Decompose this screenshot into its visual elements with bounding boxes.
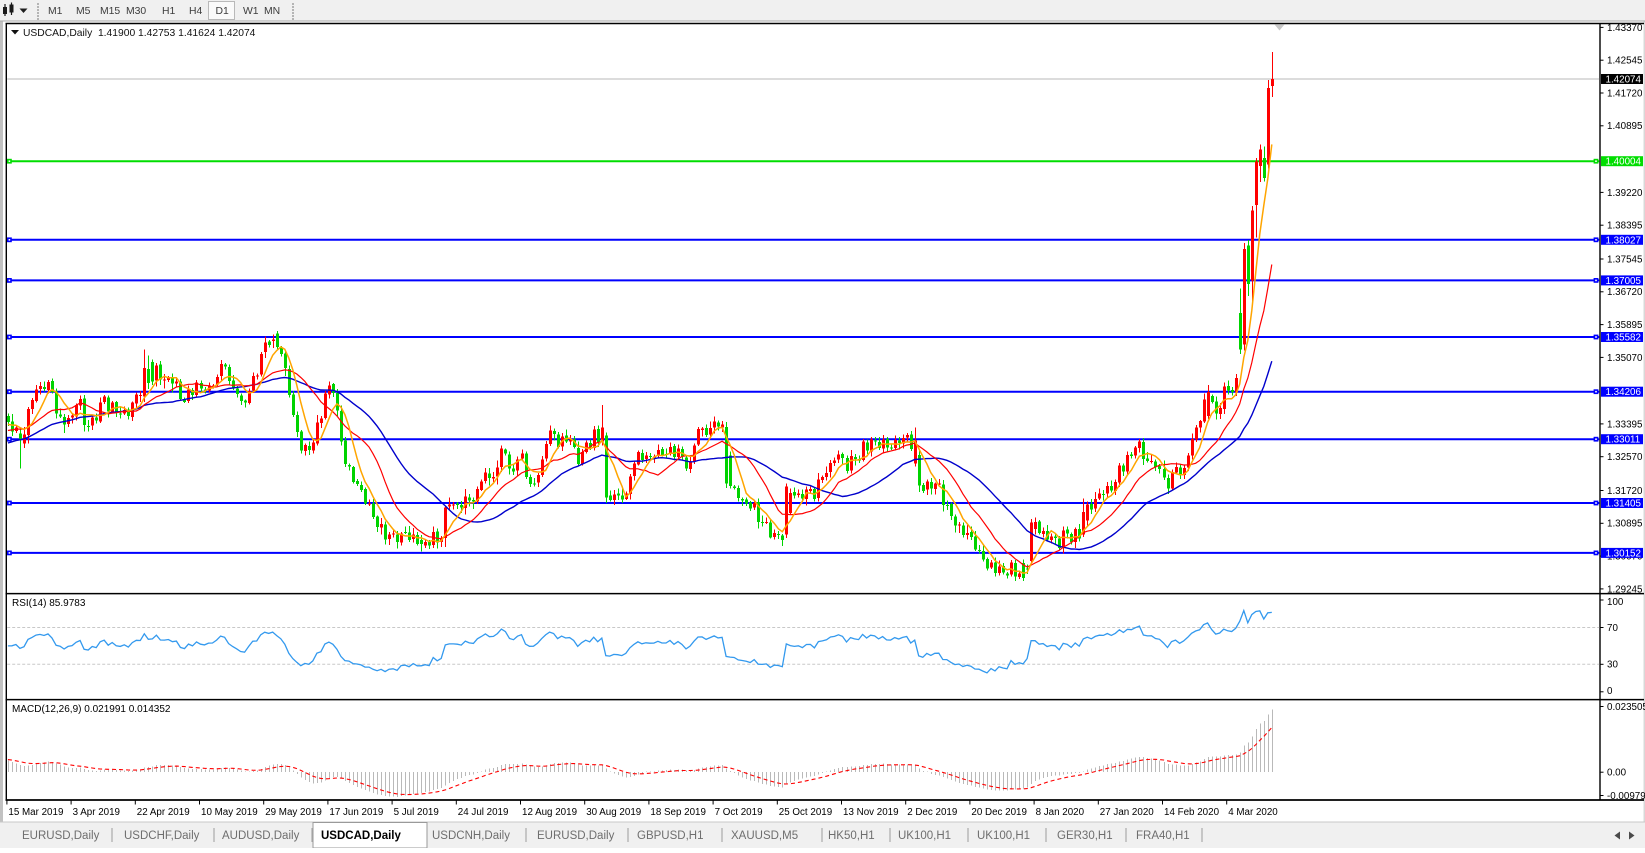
svg-text:UK100,H1: UK100,H1 [977, 830, 1030, 842]
svg-text:H4: H4 [189, 6, 203, 17]
svg-text:1.30895: 1.30895 [1607, 519, 1643, 530]
svg-text:70: 70 [1607, 623, 1618, 634]
svg-text:M1: M1 [48, 6, 63, 17]
svg-text:1.33395: 1.33395 [1607, 419, 1643, 430]
svg-text:1.38027: 1.38027 [1606, 235, 1641, 246]
svg-text:HK50,H1: HK50,H1 [828, 830, 875, 842]
svg-text:13 Nov 2019: 13 Nov 2019 [843, 807, 899, 818]
svg-text:1.38395: 1.38395 [1607, 221, 1643, 232]
svg-text:5 Jul 2019: 5 Jul 2019 [394, 807, 439, 818]
svg-text:8 Jan 2020: 8 Jan 2020 [1036, 807, 1085, 818]
svg-text:1.31405: 1.31405 [1606, 499, 1642, 510]
svg-text:UK100,H1: UK100,H1 [898, 830, 951, 842]
svg-text:7 Oct 2019: 7 Oct 2019 [715, 807, 763, 818]
svg-text:XAUUSD,M5: XAUUSD,M5 [731, 830, 798, 842]
svg-text:M15: M15 [100, 6, 120, 17]
svg-text:W1: W1 [243, 6, 259, 17]
svg-text:1.29245: 1.29245 [1607, 584, 1643, 595]
svg-text:1.37005: 1.37005 [1606, 276, 1642, 287]
svg-text:3 Apr 2019: 3 Apr 2019 [73, 807, 120, 818]
svg-text:M30: M30 [126, 6, 146, 17]
svg-text:25 Oct 2019: 25 Oct 2019 [779, 807, 832, 818]
svg-text:H1: H1 [162, 6, 176, 17]
svg-text:1.35582: 1.35582 [1606, 333, 1641, 344]
svg-text:24 Jul 2019: 24 Jul 2019 [458, 807, 509, 818]
svg-text:4 Mar 2020: 4 Mar 2020 [1228, 807, 1278, 818]
svg-text:MN: MN [264, 6, 280, 17]
svg-text:FRA40,H1: FRA40,H1 [1136, 830, 1190, 842]
svg-text:17 Jun 2019: 17 Jun 2019 [329, 807, 383, 818]
svg-text:27 Jan 2020: 27 Jan 2020 [1100, 807, 1154, 818]
svg-text:12 Aug 2019: 12 Aug 2019 [522, 807, 577, 818]
svg-text:1.31720: 1.31720 [1607, 486, 1643, 497]
svg-text:1.35895: 1.35895 [1607, 320, 1643, 331]
svg-text:1.35070: 1.35070 [1607, 353, 1643, 364]
svg-text:1.33011: 1.33011 [1606, 435, 1641, 446]
svg-text:0.00: 0.00 [1607, 768, 1627, 779]
svg-text:0.023505: 0.023505 [1607, 702, 1645, 713]
svg-text:M5: M5 [76, 6, 91, 17]
svg-text:1.40895: 1.40895 [1607, 121, 1643, 132]
svg-text:1.30152: 1.30152 [1606, 548, 1641, 559]
svg-text:-0.009795: -0.009795 [1607, 791, 1645, 802]
svg-text:100: 100 [1607, 597, 1624, 608]
svg-text:GER30,H1: GER30,H1 [1057, 830, 1113, 842]
svg-text:1.41720: 1.41720 [1607, 88, 1643, 99]
svg-text:1.36720: 1.36720 [1607, 287, 1643, 298]
svg-text:22 Apr 2019: 22 Apr 2019 [137, 807, 190, 818]
svg-text:MACD(12,26,9) 0.021991 0.01435: MACD(12,26,9) 0.021991 0.014352 [12, 704, 171, 715]
svg-text:29 May 2019: 29 May 2019 [265, 807, 322, 818]
svg-text:18 Sep 2019: 18 Sep 2019 [650, 807, 706, 818]
svg-text:30: 30 [1607, 660, 1618, 671]
svg-text:30 Aug 2019: 30 Aug 2019 [586, 807, 641, 818]
svg-text:0: 0 [1607, 686, 1613, 697]
svg-text:GBPUSD,H1: GBPUSD,H1 [637, 830, 703, 842]
svg-text:USDCNH,Daily: USDCNH,Daily [432, 830, 510, 842]
svg-text:1.39220: 1.39220 [1607, 188, 1643, 199]
svg-text:2 Dec 2019: 2 Dec 2019 [907, 807, 957, 818]
svg-text:1.42074: 1.42074 [1606, 75, 1642, 86]
svg-text:USDCAD,Daily 1.41900 1.42753: USDCAD,Daily 1.41900 1.42753 1.41624 1.4… [23, 28, 256, 39]
svg-text:1.37545: 1.37545 [1607, 254, 1643, 265]
svg-text:1.43370: 1.43370 [1607, 23, 1643, 34]
svg-text:USDCAD,Daily: USDCAD,Daily [321, 830, 401, 842]
svg-text:D1: D1 [216, 6, 230, 17]
svg-text:1.32570: 1.32570 [1607, 452, 1643, 463]
svg-text:14 Feb 2020: 14 Feb 2020 [1164, 807, 1220, 818]
svg-text:RSI(14) 85.9783: RSI(14) 85.9783 [12, 598, 86, 609]
svg-text:20 Dec 2019: 20 Dec 2019 [971, 807, 1027, 818]
svg-text:10 May 2019: 10 May 2019 [201, 807, 258, 818]
svg-text:AUDUSD,Daily: AUDUSD,Daily [222, 830, 300, 842]
svg-text:1.34206: 1.34206 [1606, 387, 1642, 398]
svg-text:EURUSD,Daily: EURUSD,Daily [537, 830, 615, 842]
svg-text:1.40004: 1.40004 [1606, 157, 1642, 168]
svg-text:15 Mar 2019: 15 Mar 2019 [8, 807, 63, 818]
svg-text:USDCHF,Daily: USDCHF,Daily [124, 830, 200, 842]
svg-text:1.42545: 1.42545 [1607, 56, 1643, 67]
svg-text:EURUSD,Daily: EURUSD,Daily [22, 830, 100, 842]
